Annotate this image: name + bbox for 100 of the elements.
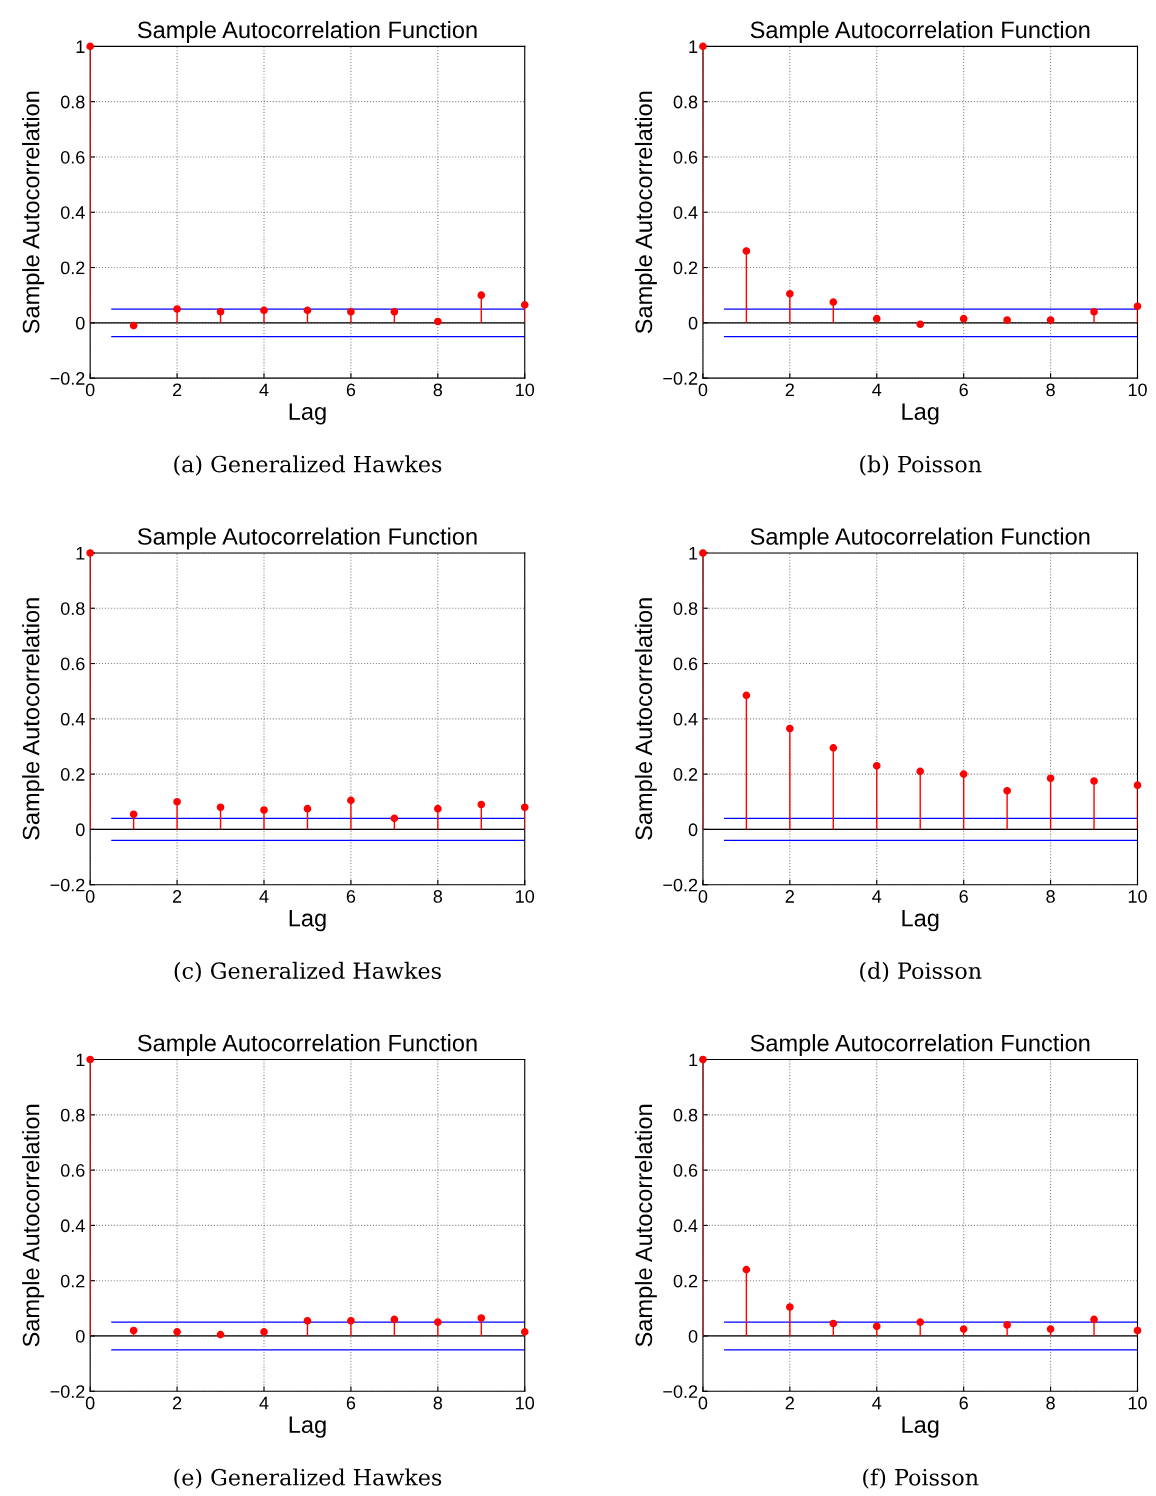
x-axis-title: Lag xyxy=(289,910,326,932)
y-tick-label: −0.2 xyxy=(50,372,85,385)
x-tick-label: 8 xyxy=(433,1396,443,1410)
y-tick-label: −0.2 xyxy=(663,878,698,892)
x-tick-label: 10 xyxy=(516,890,535,903)
text: (d) Poisson xyxy=(860,961,982,983)
y-tick-label: 0 xyxy=(688,823,698,837)
y-tick-label: 0.4 xyxy=(673,1219,698,1233)
x-tick-label: 6 xyxy=(346,1396,356,1410)
x-tick-label: 2 xyxy=(785,383,794,397)
text: (a) Generalized Hawkes xyxy=(174,455,442,476)
chart-title: Sample Autocorrelation Function xyxy=(137,527,477,550)
x-tick-label: 10 xyxy=(1128,383,1147,397)
x-tick-label: 0 xyxy=(85,890,95,903)
x-tick-label: 2 xyxy=(785,890,794,903)
x-tick-label: 6 xyxy=(959,1396,968,1410)
y-tick-label: 0.6 xyxy=(673,150,698,164)
y-tick-label: −0.2 xyxy=(663,372,698,385)
x-tick-label: 0 xyxy=(698,1396,708,1410)
x-tick-label: 10 xyxy=(516,1396,535,1410)
y-tick-label: 0.2 xyxy=(60,261,85,275)
text: (c) Generalized Hawkes xyxy=(174,961,441,983)
x-axis-title: Lag xyxy=(289,403,326,425)
y-tick-label: −0.2 xyxy=(663,1385,698,1398)
y-tick-label: 0 xyxy=(688,316,698,330)
x-tick-label: 2 xyxy=(172,383,182,397)
y-tick-label: 0.2 xyxy=(673,261,698,275)
x-tick-label: 10 xyxy=(516,383,535,397)
x-tick-label: 6 xyxy=(959,890,968,903)
y-tick-label: 0.6 xyxy=(673,1164,698,1177)
x-tick-label: 0 xyxy=(85,383,95,397)
text: (b) Poisson xyxy=(860,455,982,476)
y-tick-label: 0.2 xyxy=(673,768,698,781)
chart-title: Sample Autocorrelation Function xyxy=(137,1034,477,1057)
chart-title: Sample Autocorrelation Function xyxy=(750,527,1090,550)
y-tick-label: 0 xyxy=(688,1329,698,1343)
y-axis-title: Sample Autocorrelation xyxy=(22,91,45,334)
y-tick-label: 0.8 xyxy=(60,95,85,109)
x-tick-label: 6 xyxy=(346,890,356,903)
y-tick-label: 0.8 xyxy=(60,602,85,615)
x-axis-title: Lag xyxy=(902,910,939,932)
x-tick-label: 2 xyxy=(172,1396,182,1410)
y-tick-label: 0.6 xyxy=(60,150,85,164)
y-tick-label: 1 xyxy=(76,40,85,53)
x-tick-label: 8 xyxy=(1046,890,1055,903)
x-tick-label: 0 xyxy=(698,383,708,397)
y-tick-label: 1 xyxy=(689,547,698,560)
y-tick-label: 0.6 xyxy=(673,657,698,671)
y-tick-label: 0.2 xyxy=(673,1274,698,1288)
y-axis-title: Sample Autocorrelation xyxy=(22,598,45,840)
text: (e) Generalized Hawkes xyxy=(174,1468,442,1489)
y-tick-label: 0.8 xyxy=(673,602,698,615)
y-tick-label: 0.8 xyxy=(673,95,698,109)
y-axis-title: Sample Autocorrelation xyxy=(634,91,657,334)
y-tick-label: 0.6 xyxy=(60,657,85,671)
x-tick-label: 4 xyxy=(872,383,882,397)
x-tick-label: 8 xyxy=(1046,1396,1055,1410)
y-tick-label: 0.4 xyxy=(60,206,85,219)
x-tick-label: 8 xyxy=(1046,383,1055,397)
y-tick-label: 0.4 xyxy=(673,712,698,726)
x-tick-label: 0 xyxy=(698,890,708,903)
x-tick-label: 6 xyxy=(959,383,968,397)
x-tick-label: 6 xyxy=(346,383,356,397)
y-axis-title: Sample Autocorrelation xyxy=(634,598,657,840)
x-tick-label: 10 xyxy=(1128,1396,1147,1410)
x-axis-title: Lag xyxy=(902,1416,939,1438)
x-axis-title: Lag xyxy=(902,403,939,425)
y-tick-label: 0 xyxy=(75,823,85,837)
y-tick-label: 0 xyxy=(75,316,85,330)
x-tick-label: 4 xyxy=(872,1396,882,1410)
x-tick-label: 0 xyxy=(85,1396,95,1410)
y-tick-label: 0.6 xyxy=(60,1164,85,1177)
x-tick-label: 2 xyxy=(172,890,182,903)
y-tick-label: 1 xyxy=(689,1053,698,1067)
y-tick-label: 0.8 xyxy=(60,1108,85,1122)
x-tick-label: 4 xyxy=(259,1396,269,1410)
x-tick-label: 4 xyxy=(259,890,269,903)
y-tick-label: 0 xyxy=(75,1329,85,1343)
text: (f) Poisson xyxy=(863,1468,979,1489)
x-axis-title: Lag xyxy=(289,1416,326,1438)
chart-title: Sample Autocorrelation Function xyxy=(750,1034,1090,1057)
x-tick-label: 2 xyxy=(785,1396,794,1410)
y-axis-title: Sample Autocorrelation xyxy=(634,1104,657,1347)
x-tick-label: 8 xyxy=(433,383,443,397)
chart-title: Sample Autocorrelation Function xyxy=(137,20,477,43)
y-tick-label: 0.4 xyxy=(60,1219,85,1233)
y-tick-label: 0.8 xyxy=(673,1108,698,1122)
y-tick-label: 0.4 xyxy=(60,712,85,726)
x-tick-label: 10 xyxy=(1128,890,1147,903)
x-tick-label: 8 xyxy=(433,890,443,903)
y-tick-label: 1 xyxy=(689,40,698,53)
y-tick-label: −0.2 xyxy=(50,1385,85,1398)
y-tick-label: 0.2 xyxy=(60,1274,85,1288)
chart-title: Sample Autocorrelation Function xyxy=(750,20,1090,43)
y-tick-label: 0.4 xyxy=(673,206,698,219)
y-axis-title: Sample Autocorrelation xyxy=(22,1104,45,1347)
x-tick-label: 4 xyxy=(259,383,269,397)
y-tick-label: −0.2 xyxy=(50,878,85,892)
y-tick-label: 1 xyxy=(76,547,85,560)
y-tick-label: 0.2 xyxy=(60,768,85,781)
